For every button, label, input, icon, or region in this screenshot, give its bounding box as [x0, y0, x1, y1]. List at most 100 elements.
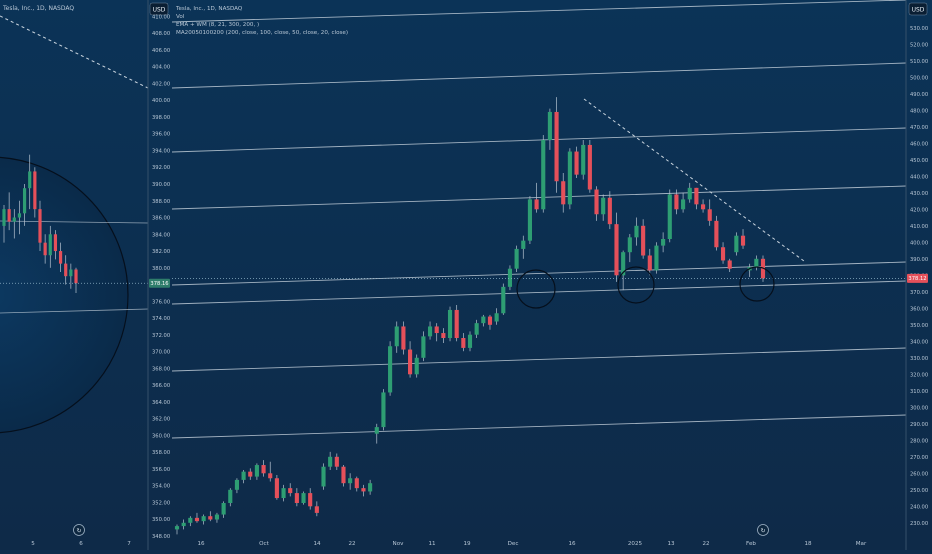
candle-body [288, 488, 293, 494]
candle [33, 167, 37, 218]
tradingview-logo-icon[interactable]: ↻ [73, 524, 85, 536]
candle-body [714, 220, 719, 248]
candle [467, 331, 473, 352]
candle-body [561, 181, 566, 205]
candle-body [641, 225, 646, 256]
candle [414, 354, 419, 378]
candle-body [254, 465, 259, 477]
time-tick-label: Nov [393, 541, 405, 547]
left-time-axis[interactable]: 5 6 7 [31, 541, 131, 547]
price-tick-label: 372.00 [152, 333, 170, 339]
candle-body [434, 326, 439, 334]
indicator-legend-ma[interactable]: MA20050100200 (200, close, 100, close, 5… [176, 30, 348, 36]
candle [38, 200, 42, 252]
candle-body [461, 338, 466, 348]
candle [12, 209, 16, 239]
candle [328, 451, 333, 470]
candle-body [33, 171, 37, 210]
candle [201, 514, 206, 525]
price-tick-label: 310.00 [910, 389, 928, 395]
candle [621, 250, 626, 291]
candle [334, 453, 339, 470]
candle-body [467, 334, 473, 348]
candle-body [734, 235, 739, 253]
candle [641, 219, 646, 259]
candle-body [581, 144, 586, 175]
price-tick-label: 370.00 [152, 350, 170, 356]
candle [727, 258, 732, 272]
candle-body [214, 514, 220, 520]
candle-body [58, 251, 63, 264]
candle-body [534, 199, 539, 210]
currency-badge[interactable] [908, 2, 928, 16]
candle [441, 328, 446, 343]
price-tick-label: 420.00 [910, 207, 928, 213]
candle-body [740, 235, 746, 246]
time-tick-label: 11 [428, 541, 436, 547]
candle [561, 173, 566, 213]
left-price-axis[interactable]: 348.00 350.00 352.00 354.00 356.00 358.00 360.… [152, 14, 170, 540]
candle-body [7, 209, 11, 222]
main-time-axis[interactable]: 16 Oct 14 22 Nov 11 19 Dec 16 2025 13 22 Feb 18 Mar [197, 541, 867, 547]
candle [501, 283, 506, 315]
main-price-axis[interactable]: 230.00 240.00 250.00 260.00 270.00 280.00 290.… [910, 26, 928, 527]
last-price-label: 378.12 [908, 276, 926, 282]
candle [487, 314, 493, 330]
price-tick-label: 280.00 [910, 438, 928, 444]
candle [64, 255, 68, 285]
candle [567, 148, 572, 210]
candle-body [241, 471, 246, 480]
indicator-legend-vol[interactable]: Vol [176, 14, 185, 20]
candle-body [541, 140, 546, 210]
price-tick-label: 380.00 [152, 266, 170, 272]
candle [547, 108, 552, 150]
candle-body [654, 245, 659, 271]
candle [574, 146, 579, 178]
price-tick-label: 362.00 [152, 417, 170, 423]
price-tick-label: 510.00 [910, 59, 928, 65]
candle [268, 461, 273, 482]
candle-body [248, 471, 253, 477]
candle [361, 484, 366, 497]
candle-body [647, 255, 652, 271]
candle [601, 194, 606, 221]
price-tick-label: 358.00 [152, 450, 170, 456]
candle [494, 308, 499, 325]
candle-body [174, 526, 180, 530]
candle-body [701, 204, 706, 210]
svg-text:↻: ↻ [760, 528, 765, 535]
candle-body [687, 187, 692, 200]
indicator-legend-ema[interactable]: EMA + WM (8, 21, 300, 200, ) [176, 22, 259, 28]
candle-body [481, 316, 486, 324]
price-tick-label: 352.00 [152, 500, 170, 506]
last-price-label: 378.16 [150, 281, 168, 287]
candle-body [38, 209, 42, 243]
candle-body [421, 336, 426, 358]
candle [234, 478, 239, 494]
time-tick-label: 13 [667, 541, 675, 547]
currency-label: USD [153, 7, 166, 14]
candle-body [394, 326, 399, 347]
channel-line [172, 280, 906, 305]
price-tick-label: 390.00 [910, 257, 928, 263]
candle-body [474, 323, 479, 335]
time-tick-label: 22 [702, 541, 709, 547]
left-chart-panel: Tesla, Inc., 1D, NASDAQ USD 348.00 350.00… [0, 0, 170, 550]
candle [434, 323, 439, 342]
candle-body [694, 187, 699, 205]
price-tick-label: 500.00 [910, 75, 928, 81]
time-tick-label: 22 [348, 541, 355, 547]
candle [654, 242, 659, 274]
candle-body [381, 392, 386, 428]
candle-body [201, 516, 206, 522]
price-tick-label: 402.00 [152, 81, 170, 87]
time-tick-label: 18 [804, 541, 812, 547]
candle-body [354, 478, 359, 489]
currency-badge[interactable] [149, 2, 169, 16]
price-tick-label: 260.00 [910, 471, 928, 477]
candle-body [43, 242, 47, 256]
candle [281, 484, 286, 502]
tradingview-logo-icon[interactable]: ↻ [757, 524, 769, 536]
